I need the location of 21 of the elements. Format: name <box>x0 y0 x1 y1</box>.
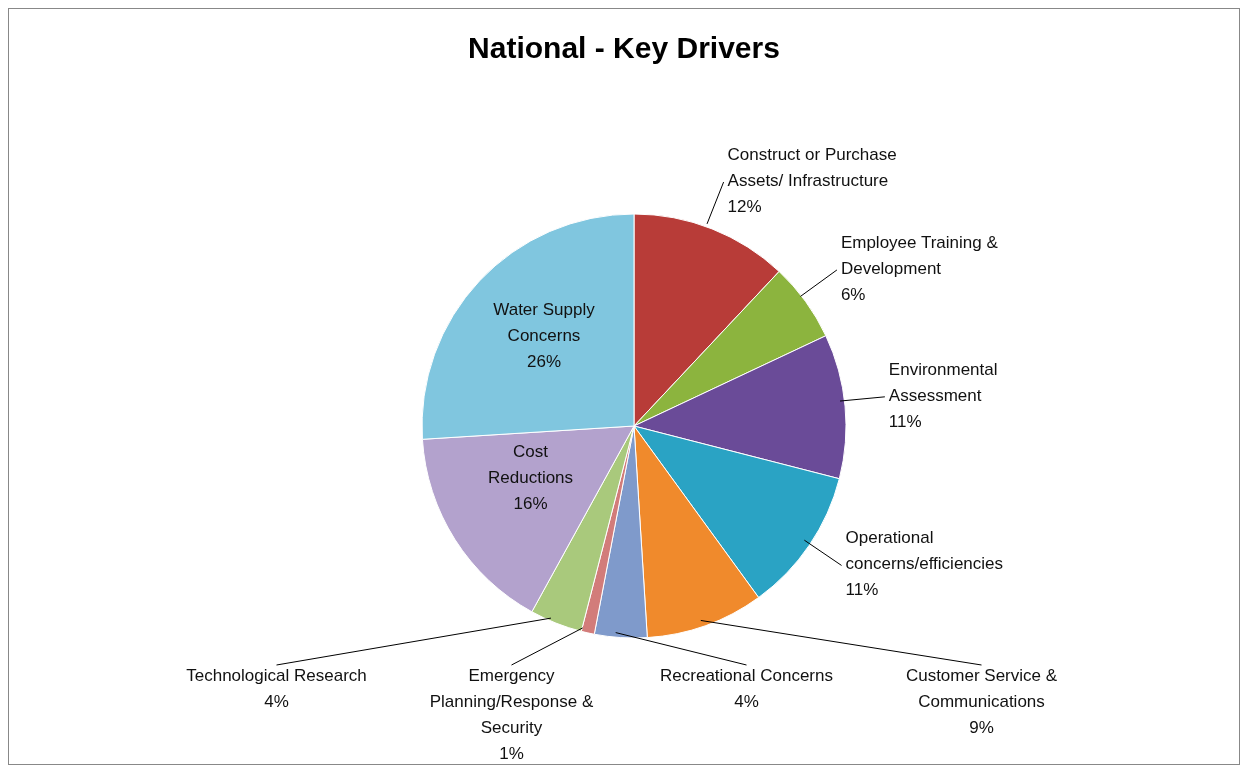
slice-label: Water Supply Concerns <box>493 300 596 346</box>
data-label: 26% <box>526 352 562 372</box>
slice-label: Cost Reductions <box>488 442 574 488</box>
data-label: 1% <box>499 744 524 763</box>
data-label: 12% <box>727 197 762 217</box>
slice-label: Operational concerns/efficiencies <box>845 528 1004 574</box>
slice-label: Recreational Concerns <box>660 666 833 685</box>
data-label: 9% <box>969 718 994 737</box>
data-label: 6% <box>840 284 866 304</box>
data-label: 4% <box>264 692 289 711</box>
data-label: 16% <box>513 494 548 514</box>
data-label: 11% <box>888 411 922 431</box>
data-label: 4% <box>734 692 759 711</box>
chart-title: National - Key Drivers <box>467 31 781 65</box>
slice-label: Construct or Purchase Assets/ Infrastructure <box>727 145 897 191</box>
slice-label: Environmental Assessment <box>888 359 998 405</box>
slice-label: Employee Training & Development <box>840 232 999 278</box>
slice-label: Customer Service & Communications <box>905 666 1058 711</box>
slice-label: Technological Research <box>186 666 367 685</box>
data-label: 11% <box>845 580 879 600</box>
slice-label: Emergency Planning/Response & Security <box>429 666 594 737</box>
